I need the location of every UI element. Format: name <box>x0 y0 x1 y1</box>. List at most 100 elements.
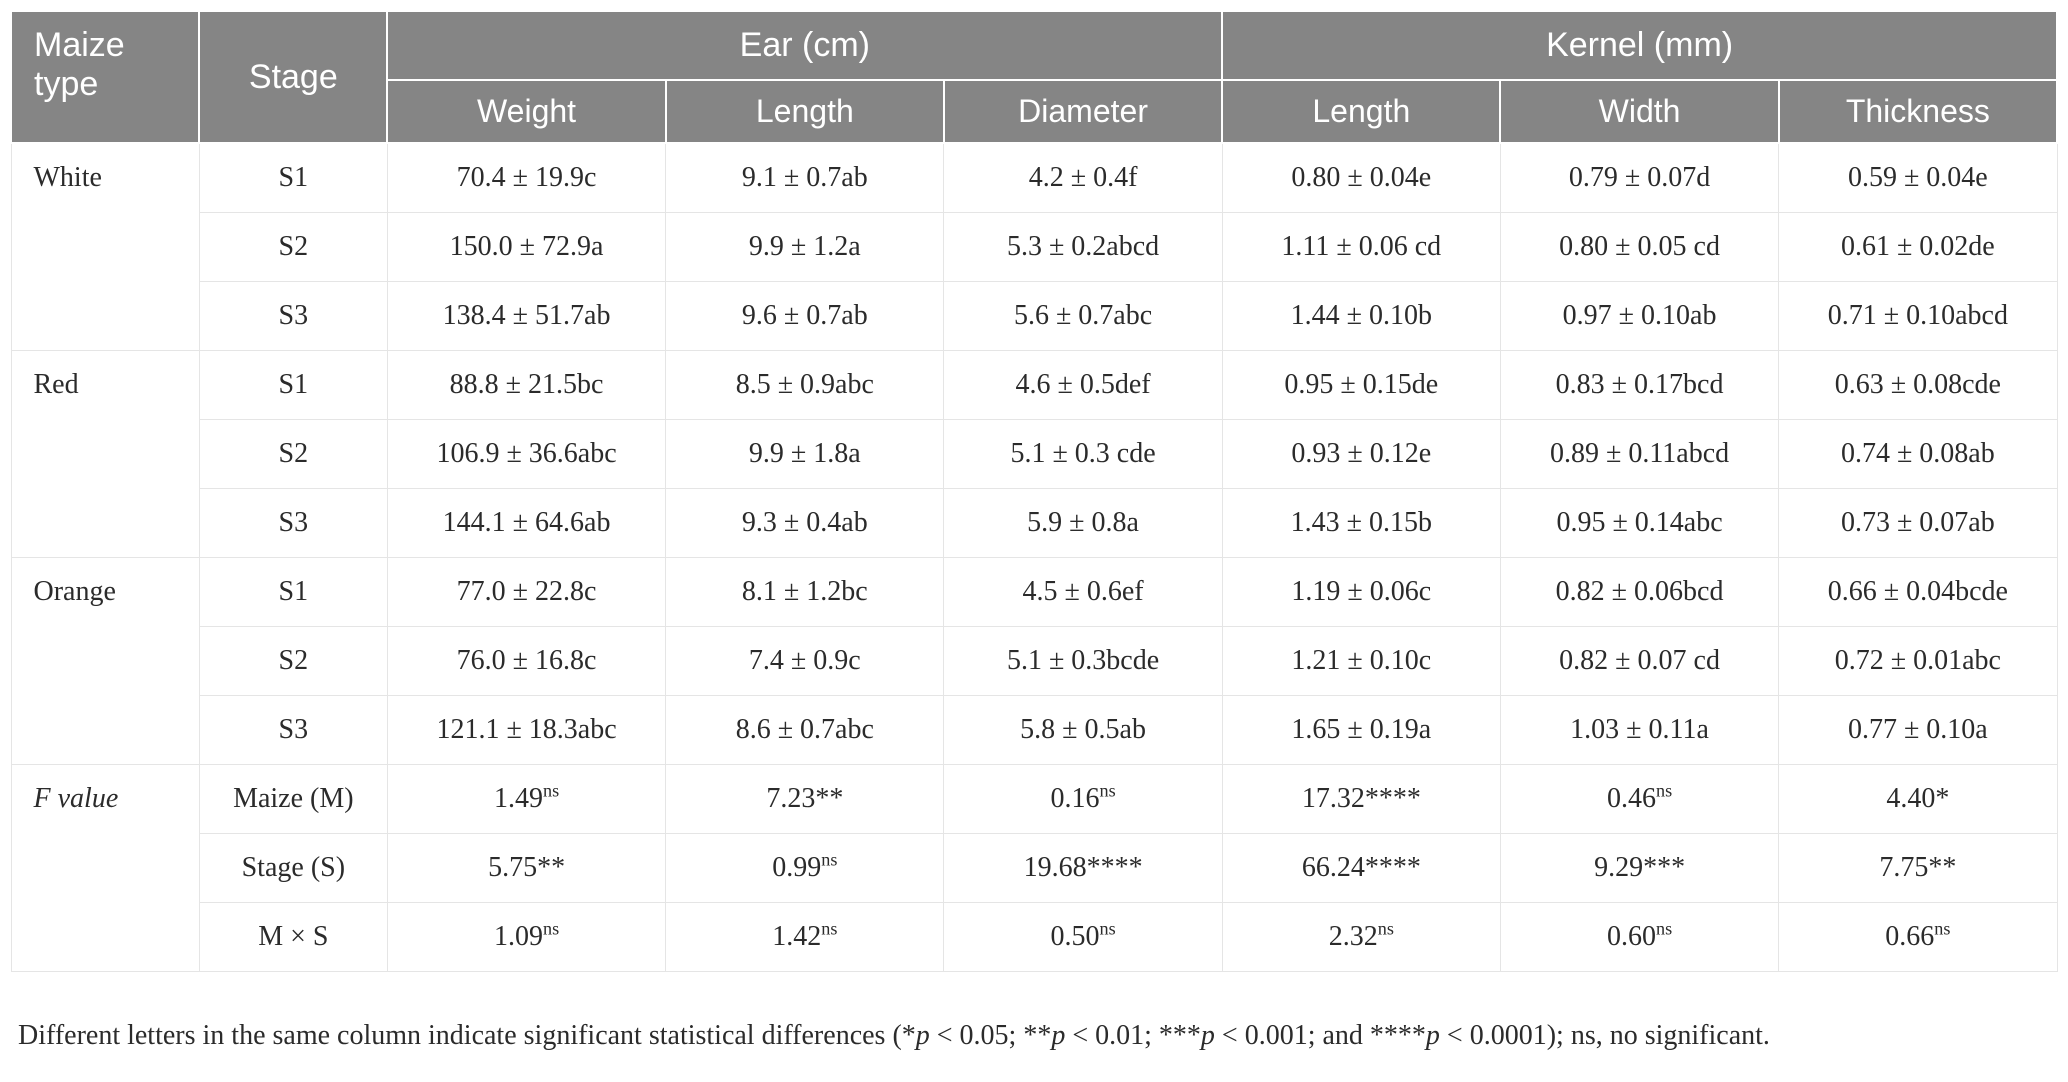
table-cell: 5.3 ± 0.2abcd <box>944 213 1222 282</box>
table-cell: 0.77 ± 0.10a <box>1779 696 2057 765</box>
table-cell: 0.89 ± 0.11abcd <box>1500 420 1778 489</box>
table-cell: 9.3 ± 0.4ab <box>666 489 944 558</box>
table-cell: 1.44 ± 0.10b <box>1222 282 1500 351</box>
table-row: RedS188.8 ± 21.5bc8.5 ± 0.9abc4.6 ± 0.5d… <box>11 351 2057 420</box>
table-cell: 9.6 ± 0.7ab <box>666 282 944 351</box>
table-cell: 76.0 ± 16.8c <box>387 627 665 696</box>
table-cell: 4.6 ± 0.5def <box>944 351 1222 420</box>
table-cell: 0.46ns <box>1500 765 1778 834</box>
table-cell: 0.71 ± 0.10abcd <box>1779 282 2057 351</box>
table-cell: 88.8 ± 21.5bc <box>387 351 665 420</box>
table-cell: 1.19 ± 0.06c <box>1222 558 1500 627</box>
table-cell: 106.9 ± 36.6abc <box>387 420 665 489</box>
table-cell: 9.9 ± 1.8a <box>666 420 944 489</box>
table-cell: S1 <box>199 558 387 627</box>
table-cell: 0.95 ± 0.14abc <box>1500 489 1778 558</box>
table-row: S3144.1 ± 64.6ab9.3 ± 0.4ab5.9 ± 0.8a1.4… <box>11 489 2057 558</box>
rowgroup-label-fvalue: F value <box>11 765 199 972</box>
table-cell: 1.49ns <box>387 765 665 834</box>
col-diameter: Diameter <box>944 80 1222 143</box>
table-cell: 0.82 ± 0.06bcd <box>1500 558 1778 627</box>
table-cell: 7.75** <box>1779 834 2057 903</box>
table-row: S276.0 ± 16.8c7.4 ± 0.9c5.1 ± 0.3bcde1.2… <box>11 627 2057 696</box>
table-cell: 0.74 ± 0.08ab <box>1779 420 2057 489</box>
table-cell: 4.40* <box>1779 765 2057 834</box>
rowgroup-label: Red <box>11 351 199 558</box>
table-cell: 121.1 ± 18.3abc <box>387 696 665 765</box>
footnote-p: p <box>1201 1020 1215 1051</box>
footnote-text: < 0.0001); ns, no significant. <box>1440 1020 1770 1051</box>
table-cell: S2 <box>199 213 387 282</box>
col-stage: Stage <box>199 11 387 143</box>
table-cell: 0.82 ± 0.07 cd <box>1500 627 1778 696</box>
footnote-p: p <box>916 1020 930 1051</box>
table-cell: 8.6 ± 0.7abc <box>666 696 944 765</box>
footnote-text: < 0.05; ** <box>930 1020 1052 1051</box>
table-cell: 0.80 ± 0.04e <box>1222 143 1500 213</box>
table-cell: 1.21 ± 0.10c <box>1222 627 1500 696</box>
table-cell: 0.99ns <box>666 834 944 903</box>
table-cell: 0.95 ± 0.15de <box>1222 351 1500 420</box>
table-body: WhiteS170.4 ± 19.9c9.1 ± 0.7ab4.2 ± 0.4f… <box>11 143 2057 972</box>
table-cell: 1.09ns <box>387 903 665 972</box>
table-cell: 9.9 ± 1.2a <box>666 213 944 282</box>
table-cell: 70.4 ± 19.9c <box>387 143 665 213</box>
table-cell: 5.1 ± 0.3 cde <box>944 420 1222 489</box>
col-kernel-length: Length <box>1222 80 1500 143</box>
table-cell: 2.32ns <box>1222 903 1500 972</box>
table-cell: S3 <box>199 489 387 558</box>
col-group-ear: Ear (cm) <box>387 11 1222 80</box>
table-cell: 5.1 ± 0.3bcde <box>944 627 1222 696</box>
table-cell: 0.97 ± 0.10ab <box>1500 282 1778 351</box>
table-cell: S2 <box>199 420 387 489</box>
table-row: M × S1.09ns1.42ns0.50ns2.32ns0.60ns0.66n… <box>11 903 2057 972</box>
table-cell: S1 <box>199 351 387 420</box>
table-cell: 144.1 ± 64.6ab <box>387 489 665 558</box>
table-header: Maize type Stage Ear (cm) Kernel (mm) We… <box>11 11 2057 143</box>
table-cell: 5.8 ± 0.5ab <box>944 696 1222 765</box>
table-cell: M × S <box>199 903 387 972</box>
table-cell: 0.59 ± 0.04e <box>1779 143 2057 213</box>
col-group-kernel: Kernel (mm) <box>1222 11 2057 80</box>
table-cell: 19.68**** <box>944 834 1222 903</box>
table-cell: 17.32**** <box>1222 765 1500 834</box>
table-cell: 0.16ns <box>944 765 1222 834</box>
col-width: Width <box>1500 80 1778 143</box>
col-maize-type: Maize type <box>11 11 199 143</box>
footnote-text: < 0.001; and **** <box>1215 1020 1426 1051</box>
table-cell: Maize (M) <box>199 765 387 834</box>
table-cell: 8.1 ± 1.2bc <box>666 558 944 627</box>
table-row: S2106.9 ± 36.6abc9.9 ± 1.8a5.1 ± 0.3 cde… <box>11 420 2057 489</box>
table-cell: S2 <box>199 627 387 696</box>
table-cell: 150.0 ± 72.9a <box>387 213 665 282</box>
table-cell: 1.03 ± 0.11a <box>1500 696 1778 765</box>
table-cell: 66.24**** <box>1222 834 1500 903</box>
table-cell: 5.9 ± 0.8a <box>944 489 1222 558</box>
table-cell: 1.42ns <box>666 903 944 972</box>
table-row: S3138.4 ± 51.7ab9.6 ± 0.7ab5.6 ± 0.7abc1… <box>11 282 2057 351</box>
table-cell: 0.61 ± 0.02de <box>1779 213 2057 282</box>
table-cell: 0.80 ± 0.05 cd <box>1500 213 1778 282</box>
table-cell: 1.11 ± 0.06 cd <box>1222 213 1500 282</box>
rowgroup-label: White <box>11 143 199 351</box>
maize-table: Maize type Stage Ear (cm) Kernel (mm) We… <box>10 10 2058 972</box>
table-cell: 7.23** <box>666 765 944 834</box>
table-cell: 0.93 ± 0.12e <box>1222 420 1500 489</box>
table-cell: 0.72 ± 0.01abc <box>1779 627 2057 696</box>
table-cell: 0.73 ± 0.07ab <box>1779 489 2057 558</box>
table-cell: 0.83 ± 0.17bcd <box>1500 351 1778 420</box>
table-cell: 0.66ns <box>1779 903 2057 972</box>
table-cell: 138.4 ± 51.7ab <box>387 282 665 351</box>
table-cell: 0.50ns <box>944 903 1222 972</box>
table-row: F valueMaize (M)1.49ns7.23**0.16ns17.32*… <box>11 765 2057 834</box>
table-cell: 5.6 ± 0.7abc <box>944 282 1222 351</box>
footnote-p: p <box>1051 1020 1065 1051</box>
table-row: S2150.0 ± 72.9a9.9 ± 1.2a5.3 ± 0.2abcd1.… <box>11 213 2057 282</box>
table-cell: 4.5 ± 0.6ef <box>944 558 1222 627</box>
rowgroup-label: Orange <box>11 558 199 765</box>
footnote-text: < 0.01; *** <box>1065 1020 1201 1051</box>
table-cell: 9.29*** <box>1500 834 1778 903</box>
table-row: OrangeS177.0 ± 22.8c8.1 ± 1.2bc4.5 ± 0.6… <box>11 558 2057 627</box>
col-weight: Weight <box>387 80 665 143</box>
col-thickness: Thickness <box>1779 80 2057 143</box>
